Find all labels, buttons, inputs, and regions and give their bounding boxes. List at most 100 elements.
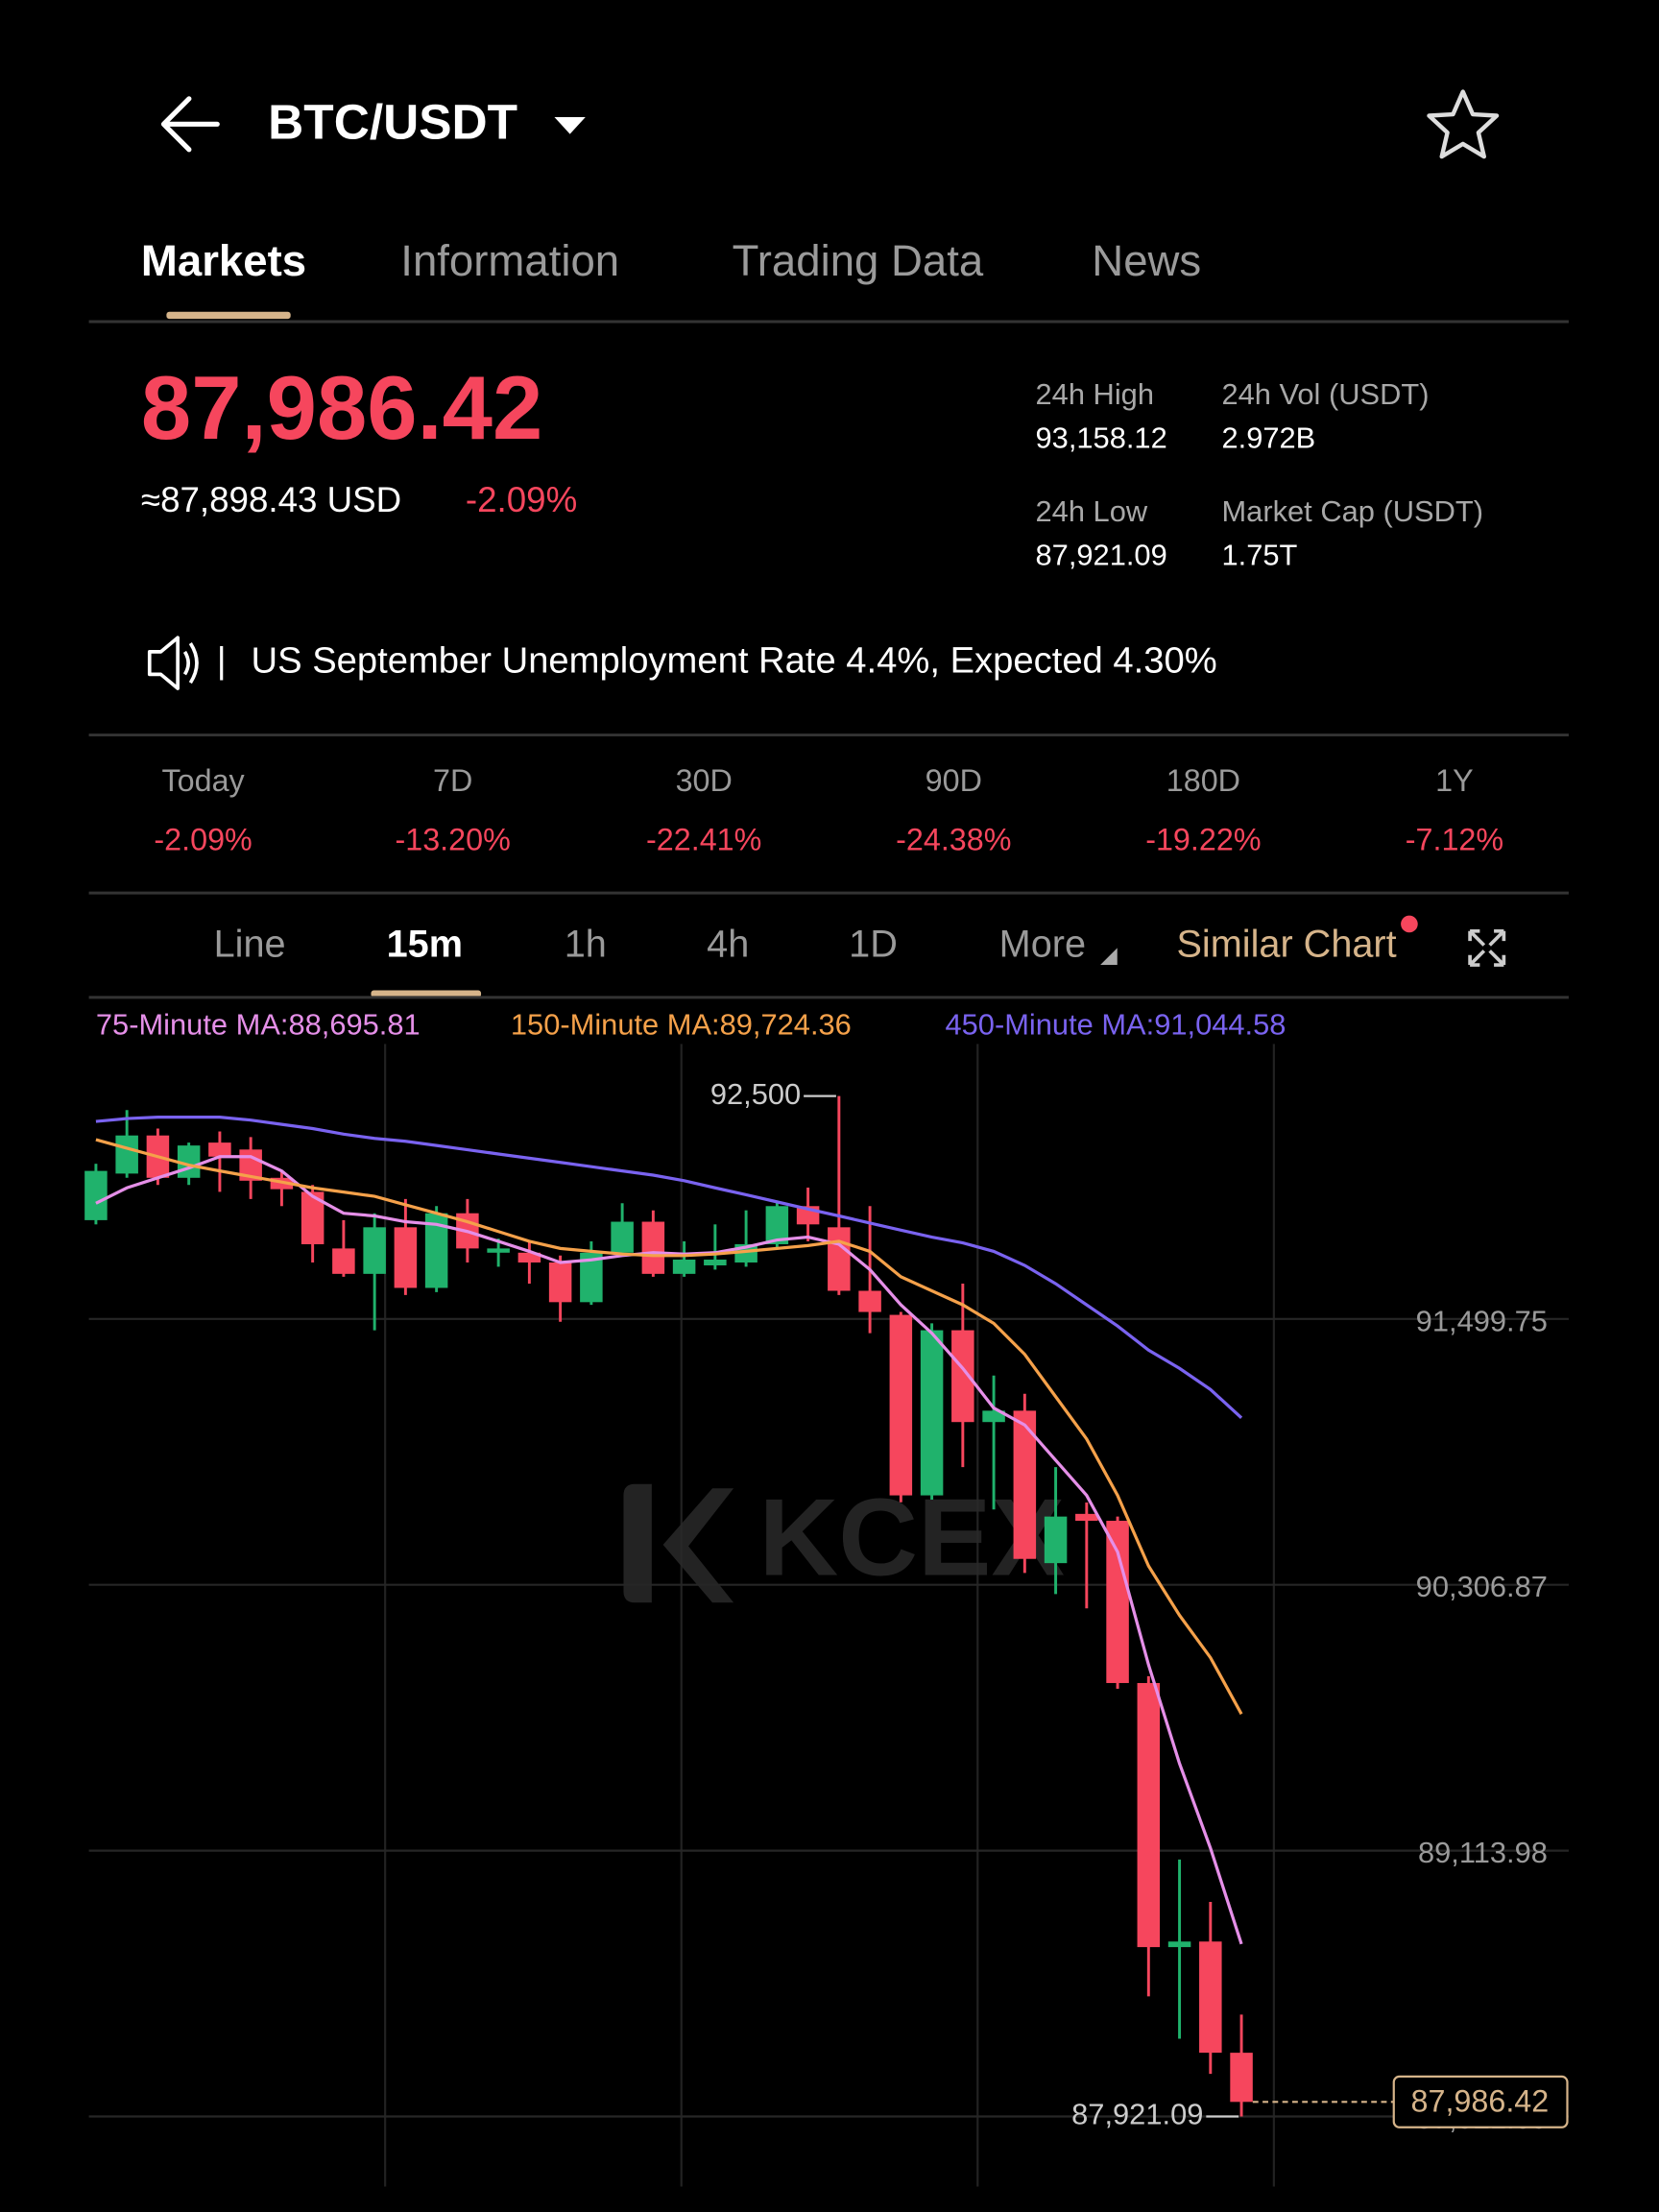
- interval-option[interactable]: 1h: [565, 923, 607, 965]
- watermark-logo: [623, 1483, 734, 1603]
- tab[interactable]: Information: [400, 236, 619, 285]
- candle-body: [363, 1227, 386, 1274]
- interval-option[interactable]: Line: [214, 923, 286, 965]
- ma-value: 91,044.58: [1154, 1008, 1286, 1042]
- candle-body: [951, 1330, 974, 1423]
- stat-label: 24h Low: [1036, 494, 1148, 528]
- candle-body: [1075, 1513, 1098, 1522]
- candle-body: [115, 1135, 138, 1174]
- interval-option[interactable]: 15m: [387, 923, 463, 965]
- pair-dropdown[interactable]: [554, 116, 586, 134]
- candle-body: [641, 1221, 665, 1274]
- candle-body: [1199, 1941, 1222, 2054]
- ma-line: [95, 1116, 1243, 1419]
- candle-body: [487, 1248, 510, 1253]
- stat-label: 24h High: [1036, 377, 1154, 411]
- ma-legend: 150-Minute MA:89,724.36: [511, 1008, 852, 1042]
- candle-body: [517, 1252, 541, 1263]
- speaker-icon: [147, 636, 199, 690]
- candle-body: [704, 1259, 727, 1266]
- favorite-star[interactable]: [1427, 89, 1500, 159]
- period-label: 180D: [1166, 763, 1240, 798]
- active-tab-underline: [166, 311, 291, 320]
- news-separator: |: [217, 640, 227, 682]
- ma-line: [95, 1138, 1243, 1716]
- low-marker-label: 87,921.09: [1071, 2098, 1203, 2131]
- candle-body: [920, 1330, 944, 1496]
- interval-option[interactable]: 4h: [707, 923, 749, 965]
- period-change: -13.20%: [395, 823, 510, 857]
- ma-legend: 75-Minute MA:88,695.81: [96, 1008, 421, 1042]
- fullscreen-button[interactable]: [1468, 928, 1506, 967]
- candle-body: [982, 1410, 1005, 1423]
- ma-line: [95, 1155, 1243, 1945]
- period-label: 90D: [926, 763, 982, 798]
- candlestick-chart: 75-Minute MA:88,695.81 150-Minute MA:89,7…: [84, 1008, 1569, 2135]
- candle-body: [1167, 1941, 1191, 1948]
- period-label: Today: [161, 763, 245, 798]
- candle-body: [208, 1142, 231, 1157]
- candle-body: [424, 1213, 448, 1288]
- stat-value: 93,158.12: [1036, 421, 1167, 455]
- interval-option[interactable]: More: [999, 923, 1086, 965]
- period-change: -19.22%: [1145, 823, 1261, 857]
- candle-body: [1137, 1683, 1161, 1948]
- candle-body: [332, 1248, 355, 1274]
- stat-value: 1.75T: [1221, 539, 1297, 572]
- tab[interactable]: Trading Data: [733, 236, 984, 285]
- stat-value: 2.972B: [1221, 421, 1315, 455]
- stat-value: 87,921.09: [1036, 539, 1167, 572]
- period-change: -22.41%: [646, 823, 761, 857]
- y-tick-label: 89,113.98: [1418, 1836, 1548, 1869]
- news-text[interactable]: US September Unemployment Rate 4.4%, Exp…: [252, 640, 1217, 682]
- candle-body: [889, 1314, 913, 1496]
- last-price: 87,986.42: [141, 357, 542, 458]
- notification-dot: [1401, 915, 1418, 933]
- period-change: -24.38%: [896, 823, 1011, 857]
- ma-name: 75-Minute MA:: [96, 1008, 289, 1042]
- interval-option[interactable]: 1D: [849, 923, 898, 965]
- ma-name: 450-Minute MA:: [945, 1008, 1154, 1042]
- usd-price: ≈87,898.43 USD: [141, 480, 401, 519]
- candle-body: [301, 1191, 325, 1244]
- candle-body: [1106, 1521, 1129, 1684]
- candle-body: [858, 1290, 881, 1312]
- high-marker-label: 92,500: [710, 1077, 801, 1111]
- ma-name: 150-Minute MA:: [511, 1008, 720, 1042]
- stat-label: Market Cap (USDT): [1221, 494, 1483, 528]
- candle-body: [828, 1227, 851, 1291]
- pair-title[interactable]: BTC/USDT: [268, 93, 517, 149]
- candle-body: [1044, 1516, 1068, 1564]
- period-label: 30D: [676, 763, 733, 798]
- candle-body: [394, 1227, 418, 1288]
- tab[interactable]: Markets: [141, 236, 306, 285]
- y-tick-label: 90,306.87: [1416, 1570, 1548, 1603]
- interval-option[interactable]: Similar Chart: [1176, 923, 1396, 965]
- stat-label: 24h Vol (USDT): [1221, 377, 1429, 411]
- candle-body: [1230, 2053, 1253, 2103]
- candle-body: [672, 1259, 696, 1274]
- candle-body: [580, 1252, 603, 1303]
- candle-body: [765, 1206, 789, 1244]
- period-label: 7D: [433, 763, 472, 798]
- active-interval-underline: [371, 990, 482, 998]
- candle-body: [1013, 1410, 1037, 1559]
- ma-legend: 450-Minute MA:91,044.58: [945, 1008, 1286, 1042]
- period-change: -7.12%: [1406, 823, 1503, 857]
- period-label: 1Y: [1435, 763, 1474, 798]
- back-button[interactable]: [160, 96, 220, 153]
- tab[interactable]: News: [1092, 236, 1201, 285]
- ma-value: 89,724.36: [720, 1008, 852, 1042]
- period-change: -2.09%: [154, 823, 252, 857]
- price-change: -2.09%: [466, 480, 577, 519]
- candle-body: [548, 1262, 572, 1303]
- ma-value: 88,695.81: [288, 1008, 420, 1042]
- last-price-label: 87,986.42: [1411, 2083, 1550, 2118]
- candle-body: [84, 1170, 108, 1220]
- last-price-box: [1392, 2075, 1569, 2128]
- y-tick-label: 91,499.75: [1416, 1304, 1548, 1337]
- candle-body: [611, 1221, 634, 1253]
